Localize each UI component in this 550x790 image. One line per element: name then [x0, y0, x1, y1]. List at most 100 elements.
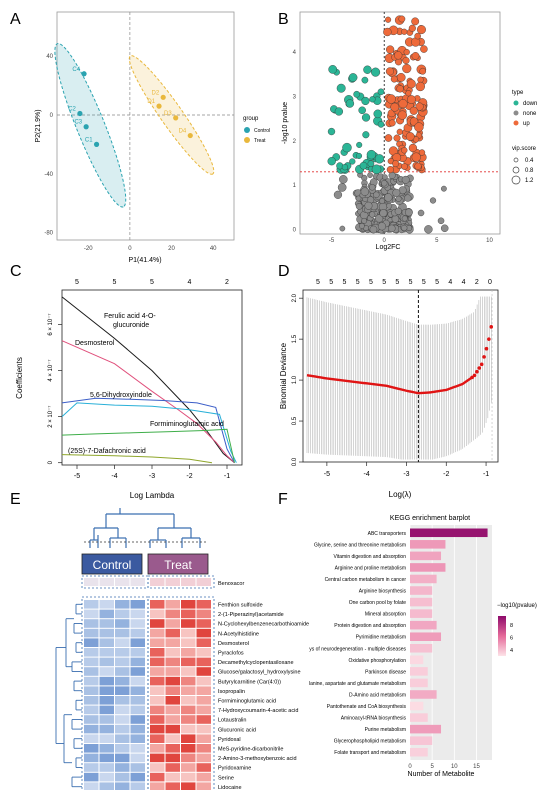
c-series-line	[61, 428, 235, 463]
d-mean-point	[479, 362, 484, 367]
c-annot-ferulic-1: Ferulic acid 4-O-	[104, 313, 156, 320]
panel-d-frame	[302, 289, 499, 463]
panel-f-grid	[409, 525, 492, 760]
panel-f: KEGG enrichment barplot ABC transporters…	[309, 515, 537, 778]
b-point-none	[373, 191, 380, 198]
heat-cell	[99, 648, 114, 657]
d-ytick-label: 0.5	[292, 416, 298, 425]
heat-cell	[181, 696, 196, 705]
d-ytick-label: 2.0	[292, 293, 298, 302]
panel-d-ylabel: Binomial Deviance	[279, 342, 288, 409]
c-toptick-label: 4	[188, 279, 192, 286]
legend-type-title: type	[512, 90, 524, 96]
b-point-up	[396, 73, 406, 82]
d-mean-line	[306, 373, 473, 395]
colorbar-title: −log10(pvalue)	[497, 603, 537, 609]
row-label: N-Cyclohexylbenzenecarbothioamide	[218, 622, 309, 628]
heat-cell	[150, 744, 165, 753]
legend-up-swatch	[513, 120, 519, 126]
heat-cell	[150, 676, 165, 686]
f-category-label: Protein digestion and absorption	[334, 623, 406, 629]
b-point-up	[386, 45, 395, 54]
a-point	[81, 71, 87, 77]
row-label-benoxacor: Benoxacor	[218, 581, 244, 587]
b-ytick-label: 0	[293, 228, 297, 234]
legend-size-label-3: 1.2	[525, 178, 534, 184]
b-point-none	[381, 180, 388, 187]
f-category-label: Glycerophospholipid metabolism	[334, 739, 406, 745]
heat-cell	[196, 744, 211, 753]
panel-e-top-dendrogram	[84, 508, 206, 548]
b-point-down	[367, 160, 375, 168]
f-bar	[410, 701, 424, 711]
d-xtick-label: -3	[403, 471, 409, 478]
b-xtick-label: -5	[329, 238, 335, 244]
heat-cell	[130, 772, 145, 782]
a-ytick-label: 0	[50, 113, 54, 119]
b-point-up	[398, 99, 408, 109]
heat-cell	[181, 724, 196, 734]
heat-cell	[99, 628, 114, 638]
heat-cell	[181, 753, 196, 763]
b-point-up	[393, 134, 401, 142]
panel-a-legend-title: group	[243, 116, 259, 122]
a-point	[160, 94, 166, 100]
f-bar	[410, 528, 488, 538]
b-point-up	[397, 110, 407, 120]
heat-cell	[84, 609, 99, 619]
heat-cell	[165, 763, 180, 772]
heat-cell	[165, 696, 180, 705]
b-xtick-label: 0	[383, 238, 387, 244]
d-toptick-label: 0	[488, 279, 492, 286]
group-box-treat	[147, 553, 209, 575]
f-xtick-label: 5	[430, 764, 434, 770]
heat-cell	[130, 696, 145, 705]
row-label: Formiminoglutamic acid	[218, 699, 276, 705]
panel-a-xlabel: P1(41.4%)	[128, 257, 161, 264]
panel-c-lines	[61, 296, 237, 464]
f-bar	[410, 678, 428, 688]
heat-cell	[196, 667, 211, 676]
d-ytick-label: 0.0	[292, 457, 298, 466]
f-category-label: Arginine and proline metabolism	[335, 565, 406, 571]
group-label-treat: Treat	[164, 558, 192, 572]
d-toptick-label: 5	[409, 279, 413, 286]
c-series-line	[61, 402, 237, 463]
heat-cell	[84, 657, 99, 667]
heat-cell	[115, 609, 130, 619]
heat-cell-benoxacor	[150, 578, 165, 586]
b-point-up	[386, 94, 396, 104]
b-point-none	[382, 174, 388, 180]
d-toptick-label: 4	[448, 279, 452, 286]
b-point-none	[339, 225, 346, 232]
b-point-down	[373, 109, 383, 119]
heat-cell	[130, 724, 145, 734]
heat-cell	[165, 667, 180, 676]
row-label: Fenthion sulfoxide	[218, 603, 263, 609]
heat-cell	[165, 638, 180, 647]
a-xtick-label: 20	[168, 246, 175, 252]
legend-control-swatch	[244, 127, 250, 133]
panel-a-legend: group Control Treat	[243, 116, 270, 144]
heat-cell	[181, 763, 196, 772]
d-toptick-label: 5	[329, 279, 333, 286]
heat-cell	[196, 763, 211, 772]
panel-f-bars	[410, 528, 488, 757]
heat-cell	[115, 657, 130, 667]
b-point-up	[385, 16, 392, 23]
a-point-label: D4	[179, 129, 187, 135]
a-point	[93, 141, 100, 147]
c-xtick-label: -3	[149, 473, 155, 480]
heat-cell	[181, 667, 196, 676]
colorbar-tick-label: 8	[510, 623, 513, 629]
f-category-label: Folate transport and metabolism	[334, 750, 406, 756]
a-point-label: D2	[152, 90, 160, 96]
a-point	[77, 110, 83, 117]
panel-b-ylabel: -log10 pvalue	[282, 102, 289, 144]
heat-cell	[150, 667, 165, 676]
b-point-down	[377, 121, 385, 128]
f-bar	[410, 574, 437, 584]
b-point-up	[386, 166, 394, 174]
c-annot-dafachronic: (25S)-7-Dafachronic acid	[68, 448, 146, 455]
heat-cell	[130, 705, 145, 715]
